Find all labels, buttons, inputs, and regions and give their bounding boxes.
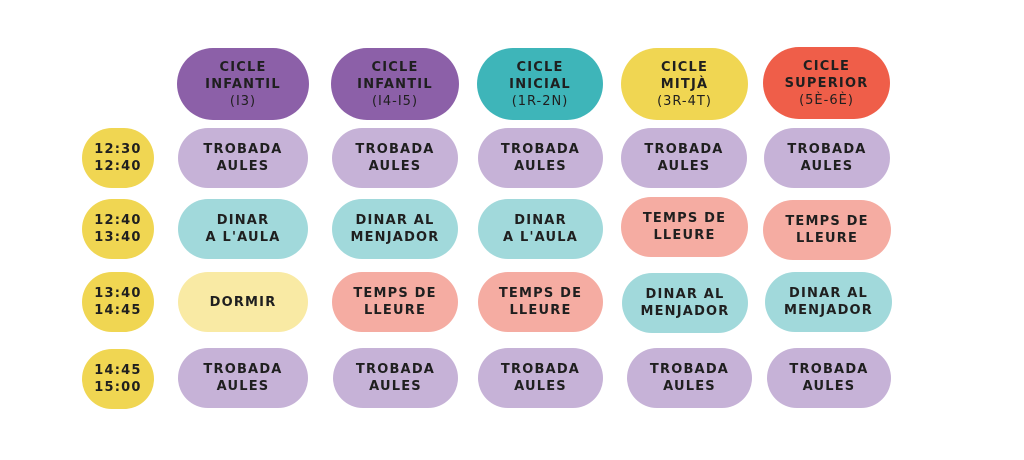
activity-line1: DORMIR xyxy=(209,294,277,310)
activity-line2: AULES xyxy=(802,379,856,394)
activity-line2: LLEURE xyxy=(363,303,427,318)
activity-trobada-aules: TROBADA AULES xyxy=(178,348,308,408)
time-start: 13:40 xyxy=(94,286,142,301)
activity-temps-de-lleure: TEMPS DE LLEURE xyxy=(478,272,603,332)
activity-line1: DINAR AL xyxy=(645,287,725,302)
activity-line2: A L'AULA xyxy=(502,230,578,245)
activity-line1: TROBADA xyxy=(355,142,435,157)
activity-line1: DINAR xyxy=(514,213,567,228)
time-end: 14:45 xyxy=(94,303,142,318)
activity-line1: TROBADA xyxy=(787,142,867,157)
activity-trobada-aules: TROBADA AULES xyxy=(178,128,308,188)
time-badge: 14:45 15:00 xyxy=(82,349,154,409)
header-cicle-mitja: CICLE MITJÀ (3R-4T) xyxy=(621,48,748,120)
activity-line2: AULES xyxy=(514,159,567,174)
activity-dinar-al-menjador: DINAR AL MENJADOR xyxy=(622,273,748,333)
time-end: 12:40 xyxy=(94,159,142,174)
activity-trobada-aules: TROBADA AULES xyxy=(764,128,890,188)
time-start: 12:30 xyxy=(94,142,142,157)
header-cicle-inicial: CICLE INICIAL (1R-2N) xyxy=(477,48,603,120)
header-line1: CICLE xyxy=(516,59,564,75)
activity-line1: TROBADA xyxy=(355,362,436,377)
activity-line1: DINAR xyxy=(216,213,270,228)
activity-dinar-a-l-aula: DINAR A L'AULA xyxy=(478,199,603,259)
activity-line2: AULES xyxy=(514,379,567,394)
activity-line1: TEMPS DE xyxy=(498,286,583,301)
header-line1: CICLE xyxy=(219,59,267,75)
activity-line2: AULES xyxy=(800,159,854,174)
activity-line1: TROBADA xyxy=(644,142,724,157)
activity-line2: AULES xyxy=(663,379,716,394)
header-line1: CICLE xyxy=(660,59,709,75)
time-badge: 12:40 13:40 xyxy=(82,199,154,259)
activity-line1: TROBADA xyxy=(649,362,730,377)
header-line2: INICIAL xyxy=(509,76,571,92)
activity-line2: AULES xyxy=(657,159,711,174)
time-start: 12:40 xyxy=(94,213,142,228)
activity-line1: DINAR AL xyxy=(355,213,435,228)
activity-temps-de-lleure: TEMPS DE LLEURE xyxy=(763,200,891,260)
header-cicle-infantil-i4-i5: CICLE INFANTIL (I4-I5) xyxy=(331,48,459,120)
activity-trobada-aules: TROBADA AULES xyxy=(621,128,747,188)
time-badge: 13:40 14:45 xyxy=(82,272,154,332)
header-line2: INFANTIL xyxy=(357,76,433,92)
activity-line2: LLEURE xyxy=(653,228,716,243)
activity-line1: TEMPS DE xyxy=(785,214,869,229)
activity-dinar-al-menjador: DINAR AL MENJADOR xyxy=(332,199,458,259)
time-badge: 12:30 12:40 xyxy=(82,128,154,188)
activity-dinar-a-l-aula: DINAR A L'AULA xyxy=(178,199,308,259)
activity-trobada-aules: TROBADA AULES xyxy=(333,348,458,408)
time-end: 15:00 xyxy=(94,380,142,395)
time-start: 14:45 xyxy=(94,363,142,378)
header-line1: CICLE xyxy=(802,58,851,74)
activity-line1: DINAR AL xyxy=(788,286,869,301)
activity-trobada-aules: TROBADA AULES xyxy=(478,128,603,188)
activity-dormir: DORMIR xyxy=(178,272,308,332)
activity-line1: TROBADA xyxy=(203,142,283,157)
activity-line1: TEMPS DE xyxy=(353,286,437,301)
activity-trobada-aules: TROBADA AULES xyxy=(478,348,603,408)
header-line2: MITJÀ xyxy=(660,76,709,92)
activity-line1: TROBADA xyxy=(500,362,581,377)
header-sub: (5È-6È) xyxy=(799,92,854,108)
activity-trobada-aules: TROBADA AULES xyxy=(767,348,891,408)
activity-line2: AULES xyxy=(369,379,422,394)
activity-line2: AULES xyxy=(216,379,270,394)
activity-line2: AULES xyxy=(368,159,422,174)
activity-line1: TEMPS DE xyxy=(642,211,727,226)
activity-line2: LLEURE xyxy=(509,303,572,318)
activity-trobada-aules: TROBADA AULES xyxy=(627,348,752,408)
activity-line2: A L'AULA xyxy=(205,230,281,245)
activity-line2: LLEURE xyxy=(795,231,859,246)
header-cicle-superior: CICLE SUPERIOR (5È-6È) xyxy=(763,47,890,119)
header-line2: SUPERIOR xyxy=(784,75,869,91)
activity-temps-de-lleure: TEMPS DE LLEURE xyxy=(621,197,748,257)
header-sub: (I3) xyxy=(229,93,257,109)
activity-line2: AULES xyxy=(216,159,270,174)
activity-line1: TROBADA xyxy=(500,142,581,157)
header-sub: (3R-4T) xyxy=(657,93,712,109)
activity-line1: TROBADA xyxy=(203,362,283,377)
activity-line2: MENJADOR xyxy=(350,230,440,245)
activity-trobada-aules: TROBADA AULES xyxy=(332,128,458,188)
header-cicle-infantil-i3: CICLE INFANTIL (I3) xyxy=(177,48,309,120)
header-sub: (I4-I5) xyxy=(371,93,419,109)
activity-line2: MENJADOR xyxy=(783,303,874,318)
activity-temps-de-lleure: TEMPS DE LLEURE xyxy=(332,272,458,332)
activity-dinar-al-menjador: DINAR AL MENJADOR xyxy=(765,272,892,332)
activity-line2: MENJADOR xyxy=(640,304,730,319)
time-end: 13:40 xyxy=(94,230,142,245)
header-line1: CICLE xyxy=(371,59,419,75)
header-line2: INFANTIL xyxy=(205,76,281,92)
activity-line1: TROBADA xyxy=(789,362,869,377)
header-sub: (1R-2N) xyxy=(511,93,569,109)
